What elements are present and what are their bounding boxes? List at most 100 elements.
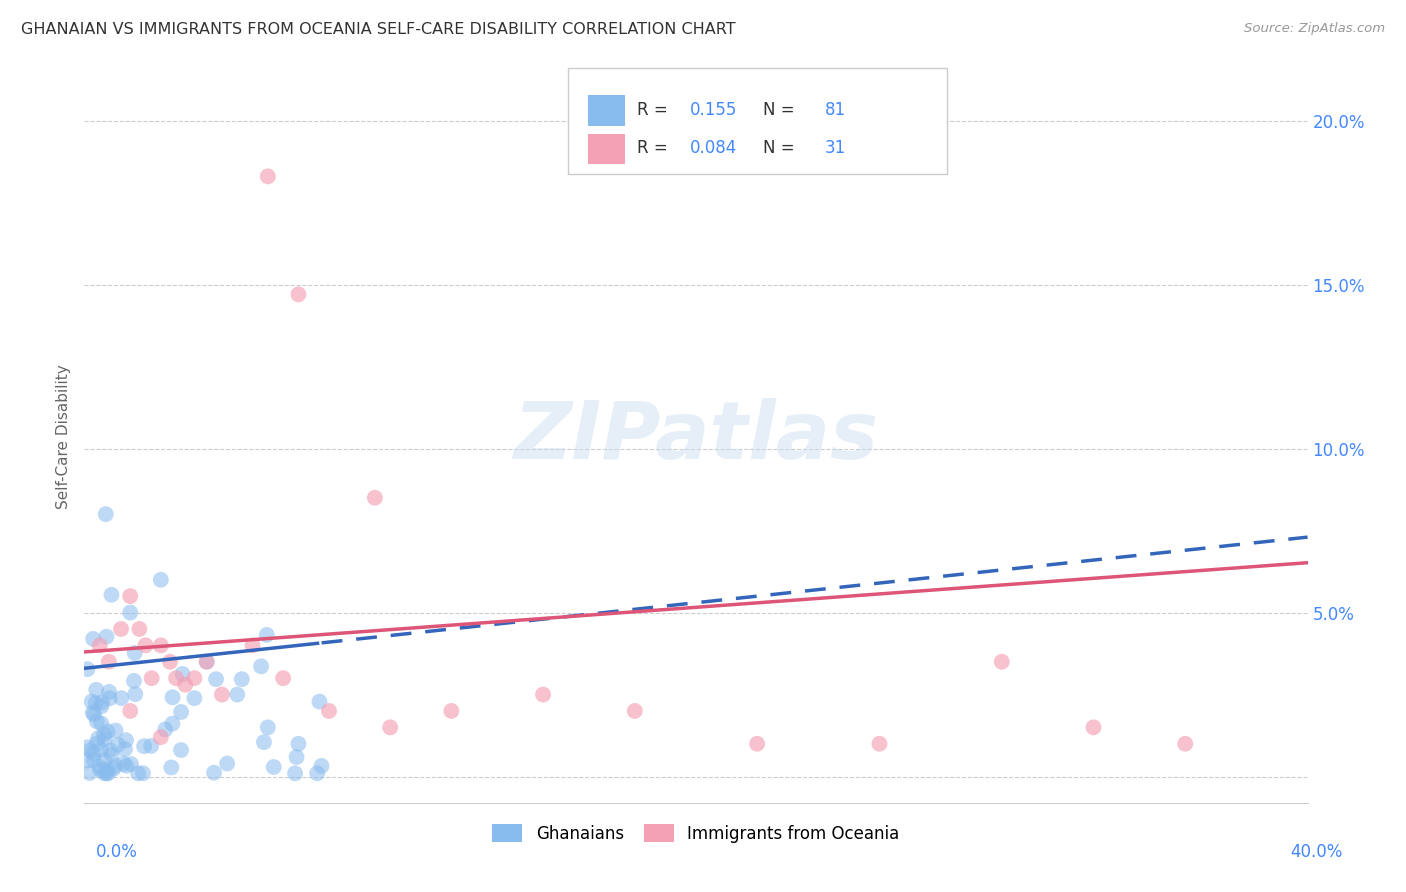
Point <box>202 765 225 780</box>
Point <box>93 766 115 780</box>
Point <box>263 760 285 774</box>
Point <box>250 659 273 673</box>
Point <box>91 696 114 710</box>
Point <box>86 714 108 729</box>
Text: N =: N = <box>763 139 800 157</box>
Point <box>83 707 105 722</box>
Point <box>100 588 122 602</box>
Point <box>90 716 112 731</box>
Point <box>96 630 118 644</box>
Text: Source: ZipAtlas.com: Source: ZipAtlas.com <box>1244 22 1385 36</box>
Point <box>80 695 103 709</box>
Point <box>115 733 138 747</box>
Point <box>132 739 155 754</box>
Point <box>124 687 146 701</box>
Point <box>89 638 111 652</box>
Point <box>86 737 108 751</box>
Point <box>90 743 112 757</box>
Point <box>100 747 122 762</box>
Point <box>159 655 181 669</box>
Point <box>160 760 183 774</box>
Legend: Ghanaians, Immigrants from Oceania: Ghanaians, Immigrants from Oceania <box>486 818 905 849</box>
Bar <box>588 134 626 164</box>
Point <box>132 766 155 780</box>
Point <box>104 758 127 772</box>
Point <box>76 754 98 768</box>
Point <box>747 737 769 751</box>
Point <box>89 760 111 774</box>
Point <box>110 622 132 636</box>
Text: 0.0%: 0.0% <box>96 843 138 861</box>
Text: 0.155: 0.155 <box>690 101 737 120</box>
Point <box>195 655 218 669</box>
Point <box>110 691 132 706</box>
Point <box>79 766 101 780</box>
Point <box>93 727 115 741</box>
Point <box>127 766 149 780</box>
Point <box>307 766 329 780</box>
Point <box>98 743 121 757</box>
Point <box>311 759 333 773</box>
Text: GHANAIAN VS IMMIGRANTS FROM OCEANIA SELF-CARE DISABILITY CORRELATION CHART: GHANAIAN VS IMMIGRANTS FROM OCEANIA SELF… <box>21 22 735 37</box>
Point <box>97 655 120 669</box>
Point <box>104 723 127 738</box>
Point <box>531 688 554 702</box>
Point <box>170 743 193 757</box>
Point <box>155 723 177 737</box>
Point <box>308 695 330 709</box>
Point <box>103 762 125 776</box>
Point <box>162 690 184 705</box>
Point <box>257 720 280 734</box>
Point <box>135 638 157 652</box>
Point <box>183 691 205 706</box>
Point <box>287 287 309 301</box>
Point <box>1083 720 1105 734</box>
Point <box>124 646 146 660</box>
Text: 31: 31 <box>824 139 845 157</box>
Point <box>1174 737 1197 751</box>
Point <box>82 706 104 720</box>
Point <box>149 730 172 744</box>
Point <box>380 720 402 734</box>
Point <box>120 589 142 603</box>
Point <box>98 685 121 699</box>
Point <box>869 737 891 751</box>
Point <box>87 731 110 746</box>
Point <box>285 750 308 764</box>
Point <box>122 673 145 688</box>
Point <box>120 704 142 718</box>
Point <box>82 632 104 646</box>
Point <box>165 671 187 685</box>
Text: R =: R = <box>637 101 673 120</box>
Point <box>141 671 163 685</box>
Point <box>120 606 142 620</box>
Point <box>94 507 117 521</box>
Point <box>76 662 98 676</box>
Text: 81: 81 <box>824 101 845 120</box>
Point <box>183 671 205 685</box>
Point <box>96 763 118 777</box>
Point <box>139 739 162 753</box>
Point <box>107 738 129 752</box>
Point <box>364 491 387 505</box>
Point <box>226 688 249 702</box>
Y-axis label: Self-Care Disability: Self-Care Disability <box>56 365 72 509</box>
Bar <box>588 95 626 127</box>
Text: 40.0%: 40.0% <box>1291 843 1343 861</box>
Point <box>96 766 118 780</box>
Point <box>90 699 112 714</box>
Point <box>253 735 276 749</box>
Point <box>149 573 172 587</box>
Point <box>79 743 101 757</box>
Point <box>217 756 239 771</box>
Point <box>242 638 264 652</box>
Text: ZIPatlas: ZIPatlas <box>513 398 879 476</box>
Point <box>205 672 228 686</box>
Point <box>128 622 150 636</box>
Point <box>96 724 118 739</box>
Point <box>84 682 107 697</box>
Point <box>440 704 463 718</box>
Point <box>76 740 98 755</box>
Point <box>114 742 136 756</box>
Point <box>120 757 142 772</box>
